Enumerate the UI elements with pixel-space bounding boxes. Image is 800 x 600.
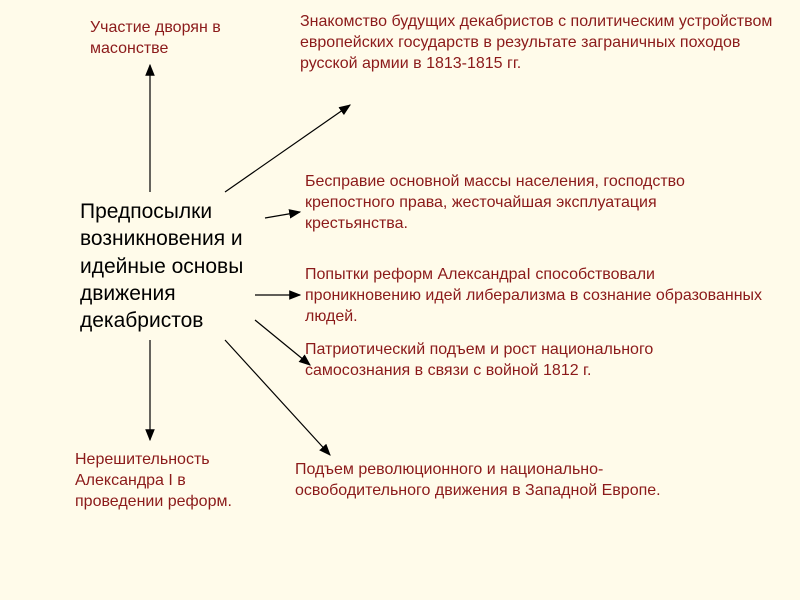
- center-title: Предпосылкивозникновения иидейные основы…: [80, 198, 280, 334]
- cause-c7: Подъем революционного и национально-осво…: [295, 460, 725, 502]
- cause-c3: Бесправие основной массы населения, госп…: [305, 172, 735, 234]
- cause-c5: Патриотический подъем и рост национально…: [305, 340, 705, 382]
- cause-c6: Нерешительность Александра I в проведени…: [75, 450, 255, 512]
- cause-c4: Попытки реформ АлександраI способствовал…: [305, 265, 765, 327]
- cause-c2: Знакомство будущих декабристов с политич…: [300, 12, 780, 74]
- cause-c1: Участие дворян в масонстве: [90, 18, 270, 60]
